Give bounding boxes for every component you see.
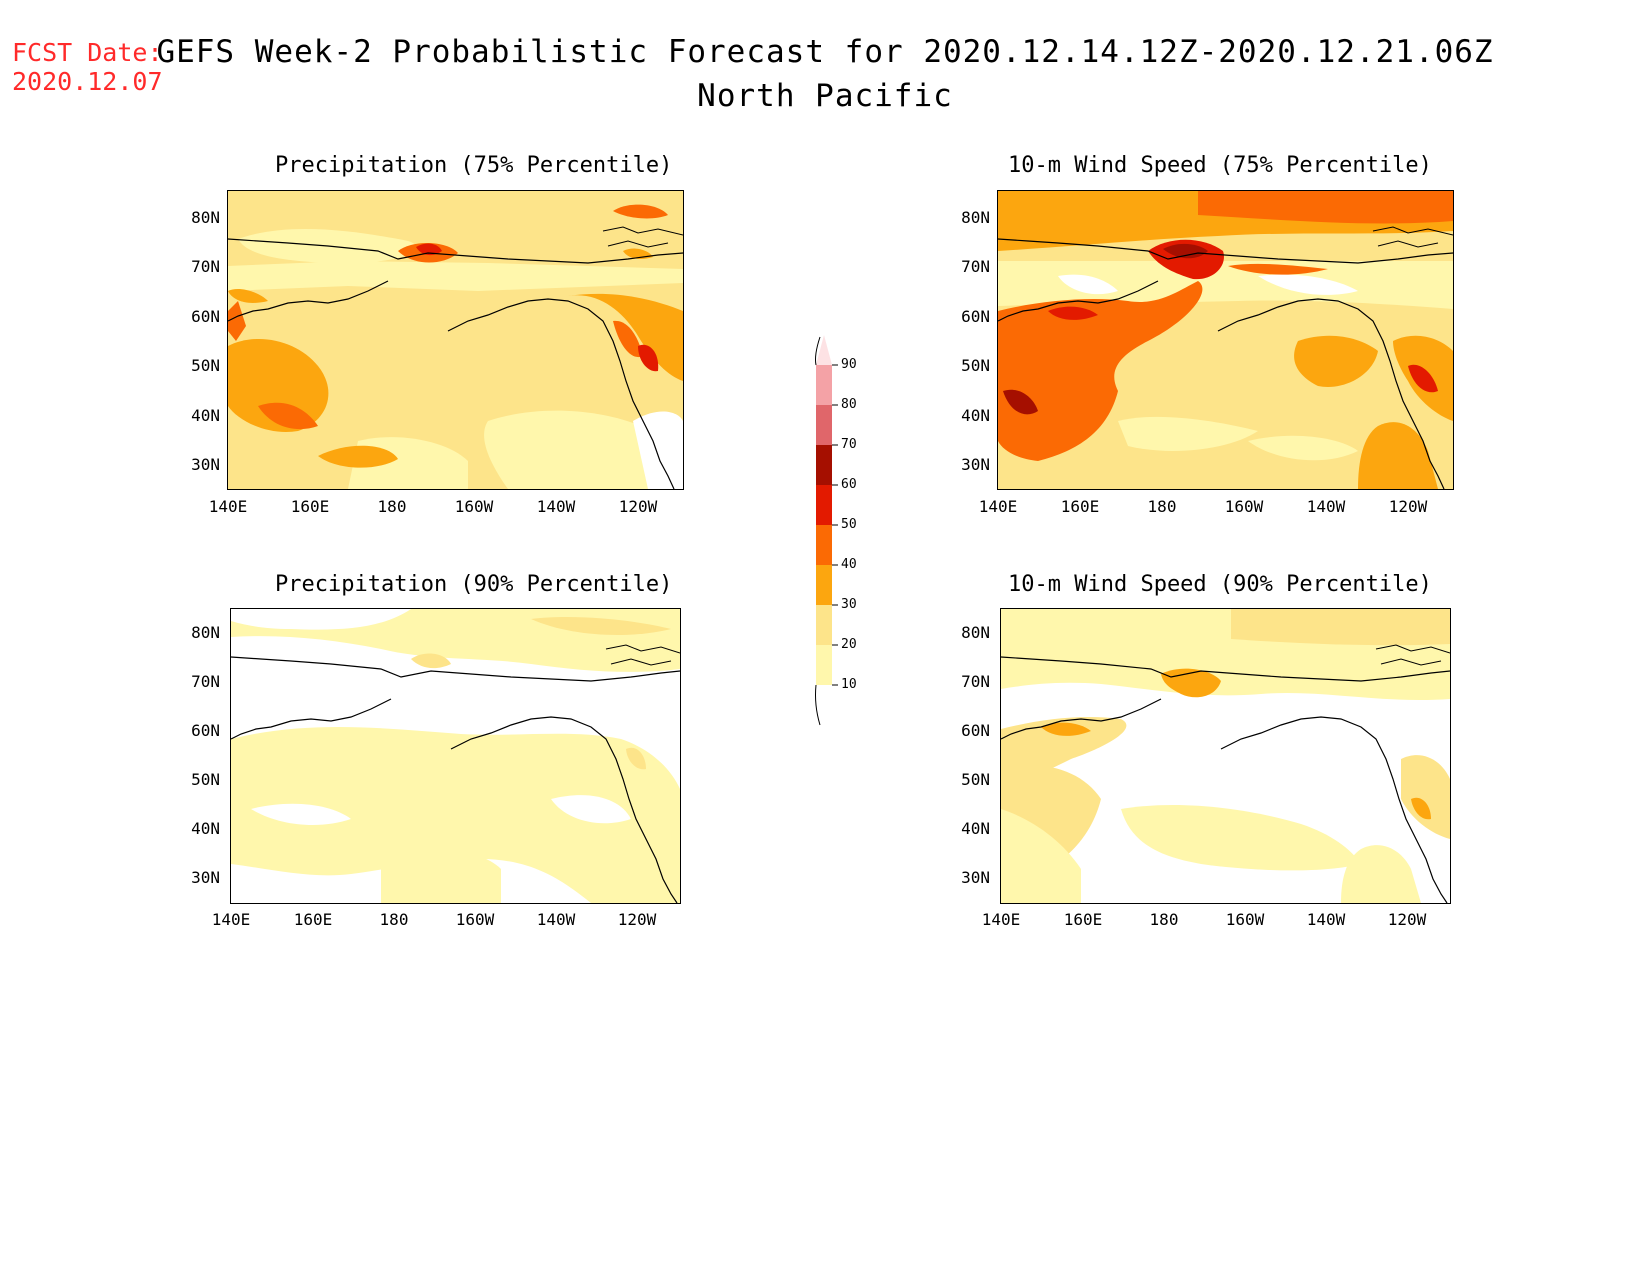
colorbar-label: 90 [841,357,857,372]
colorbar-segment [816,645,832,685]
colorbar-segment [816,485,832,525]
colorbar-label: 40 [841,557,857,572]
lon-label: 140E [211,910,251,929]
fcst-date-value: 2020.12.07 [12,67,163,96]
lon-label: 120W [1388,497,1428,516]
title-line-2: North Pacific [697,78,953,114]
colorbar-segment [816,405,832,445]
lat-label: 50N [961,770,990,789]
lon-label: 160E [1060,497,1100,516]
lat-label: 60N [961,307,990,326]
lat-label: 50N [191,770,220,789]
map-precip-75 [227,190,684,490]
lon-label: 160E [293,910,333,929]
lon-label: 180 [1149,910,1179,929]
lat-label: 70N [961,672,990,691]
lon-label: 140E [208,497,248,516]
colorbar-segment [816,445,832,485]
colorbar-segment [816,605,832,645]
lon-label: 140W [1306,497,1346,516]
colorbar-label: 10 [841,677,857,692]
lat-label: 50N [191,356,220,375]
colorbar-label: 80 [841,397,857,412]
panel-title-wind-75: 10-m Wind Speed (75% Percentile) [1008,153,1432,178]
lon-label: 180 [377,497,407,516]
field-wind-90 [1001,609,1450,903]
fcst-date-block: FCST Date: 2020.12.07 [12,38,163,96]
lat-label: 50N [961,356,990,375]
lat-label: 70N [191,257,220,276]
colorbar-top-cap [815,336,821,366]
field-precip-75 [228,191,683,489]
lon-label: 160W [455,910,495,929]
lon-label: 180 [1147,497,1177,516]
title-line-1: GEFS Week-2 Probabilistic Forecast for 2… [156,34,1494,70]
lon-label: 120W [618,497,658,516]
lat-label: 30N [191,868,220,887]
lat-label: 60N [961,721,990,740]
colorbar-label: 70 [841,437,857,452]
lat-label: 30N [961,455,990,474]
main-title: GEFS Week-2 Probabilistic Forecast for 2… [0,30,1650,118]
lon-label: 140E [981,910,1021,929]
lat-label: 60N [191,721,220,740]
field-wind-75 [998,191,1453,489]
map-precip-90 [230,608,681,904]
colorbar-segment [816,525,832,565]
lon-label: 180 [379,910,409,929]
panel-title-precip-90: Precipitation (90% Percentile) [275,572,673,597]
lon-label: 160E [290,497,330,516]
colorbar-label: 50 [841,517,857,532]
panel-title-wind-90: 10-m Wind Speed (90% Percentile) [1008,572,1432,597]
colorbar-label: 60 [841,477,857,492]
lat-label: 80N [191,623,220,642]
lat-label: 80N [961,208,990,227]
lon-label: 140E [978,497,1018,516]
map-wind-90 [1000,608,1451,904]
lat-label: 70N [191,672,220,691]
lat-label: 30N [191,455,220,474]
colorbar-svg [815,335,838,726]
colorbar-top-triangle [816,335,832,365]
lon-label: 120W [1387,910,1427,929]
lat-label: 40N [961,406,990,425]
lon-label: 160W [454,497,494,516]
lat-label: 30N [961,868,990,887]
lat-label: 40N [961,819,990,838]
colorbar [808,335,868,749]
map-wind-75 [997,190,1454,490]
colorbar-segment [816,565,832,605]
lat-label: 80N [961,623,990,642]
colorbar-bottom-cap [815,684,821,726]
lat-label: 40N [191,819,220,838]
field-precip-90 [231,609,680,903]
panel-title-precip-75: Precipitation (75% Percentile) [275,153,673,178]
lat-label: 40N [191,406,220,425]
lon-label: 160W [1225,910,1265,929]
lon-label: 160W [1224,497,1264,516]
lon-label: 140W [536,497,576,516]
lon-label: 160E [1063,910,1103,929]
lat-label: 60N [191,307,220,326]
colorbar-label: 30 [841,597,857,612]
colorbar-segment [816,365,832,405]
lon-label: 140W [1306,910,1346,929]
lat-label: 70N [961,257,990,276]
lat-label: 80N [191,208,220,227]
fcst-date-label: FCST Date: [12,38,163,67]
colorbar-label: 20 [841,637,857,652]
lon-label: 140W [536,910,576,929]
lon-label: 120W [617,910,657,929]
